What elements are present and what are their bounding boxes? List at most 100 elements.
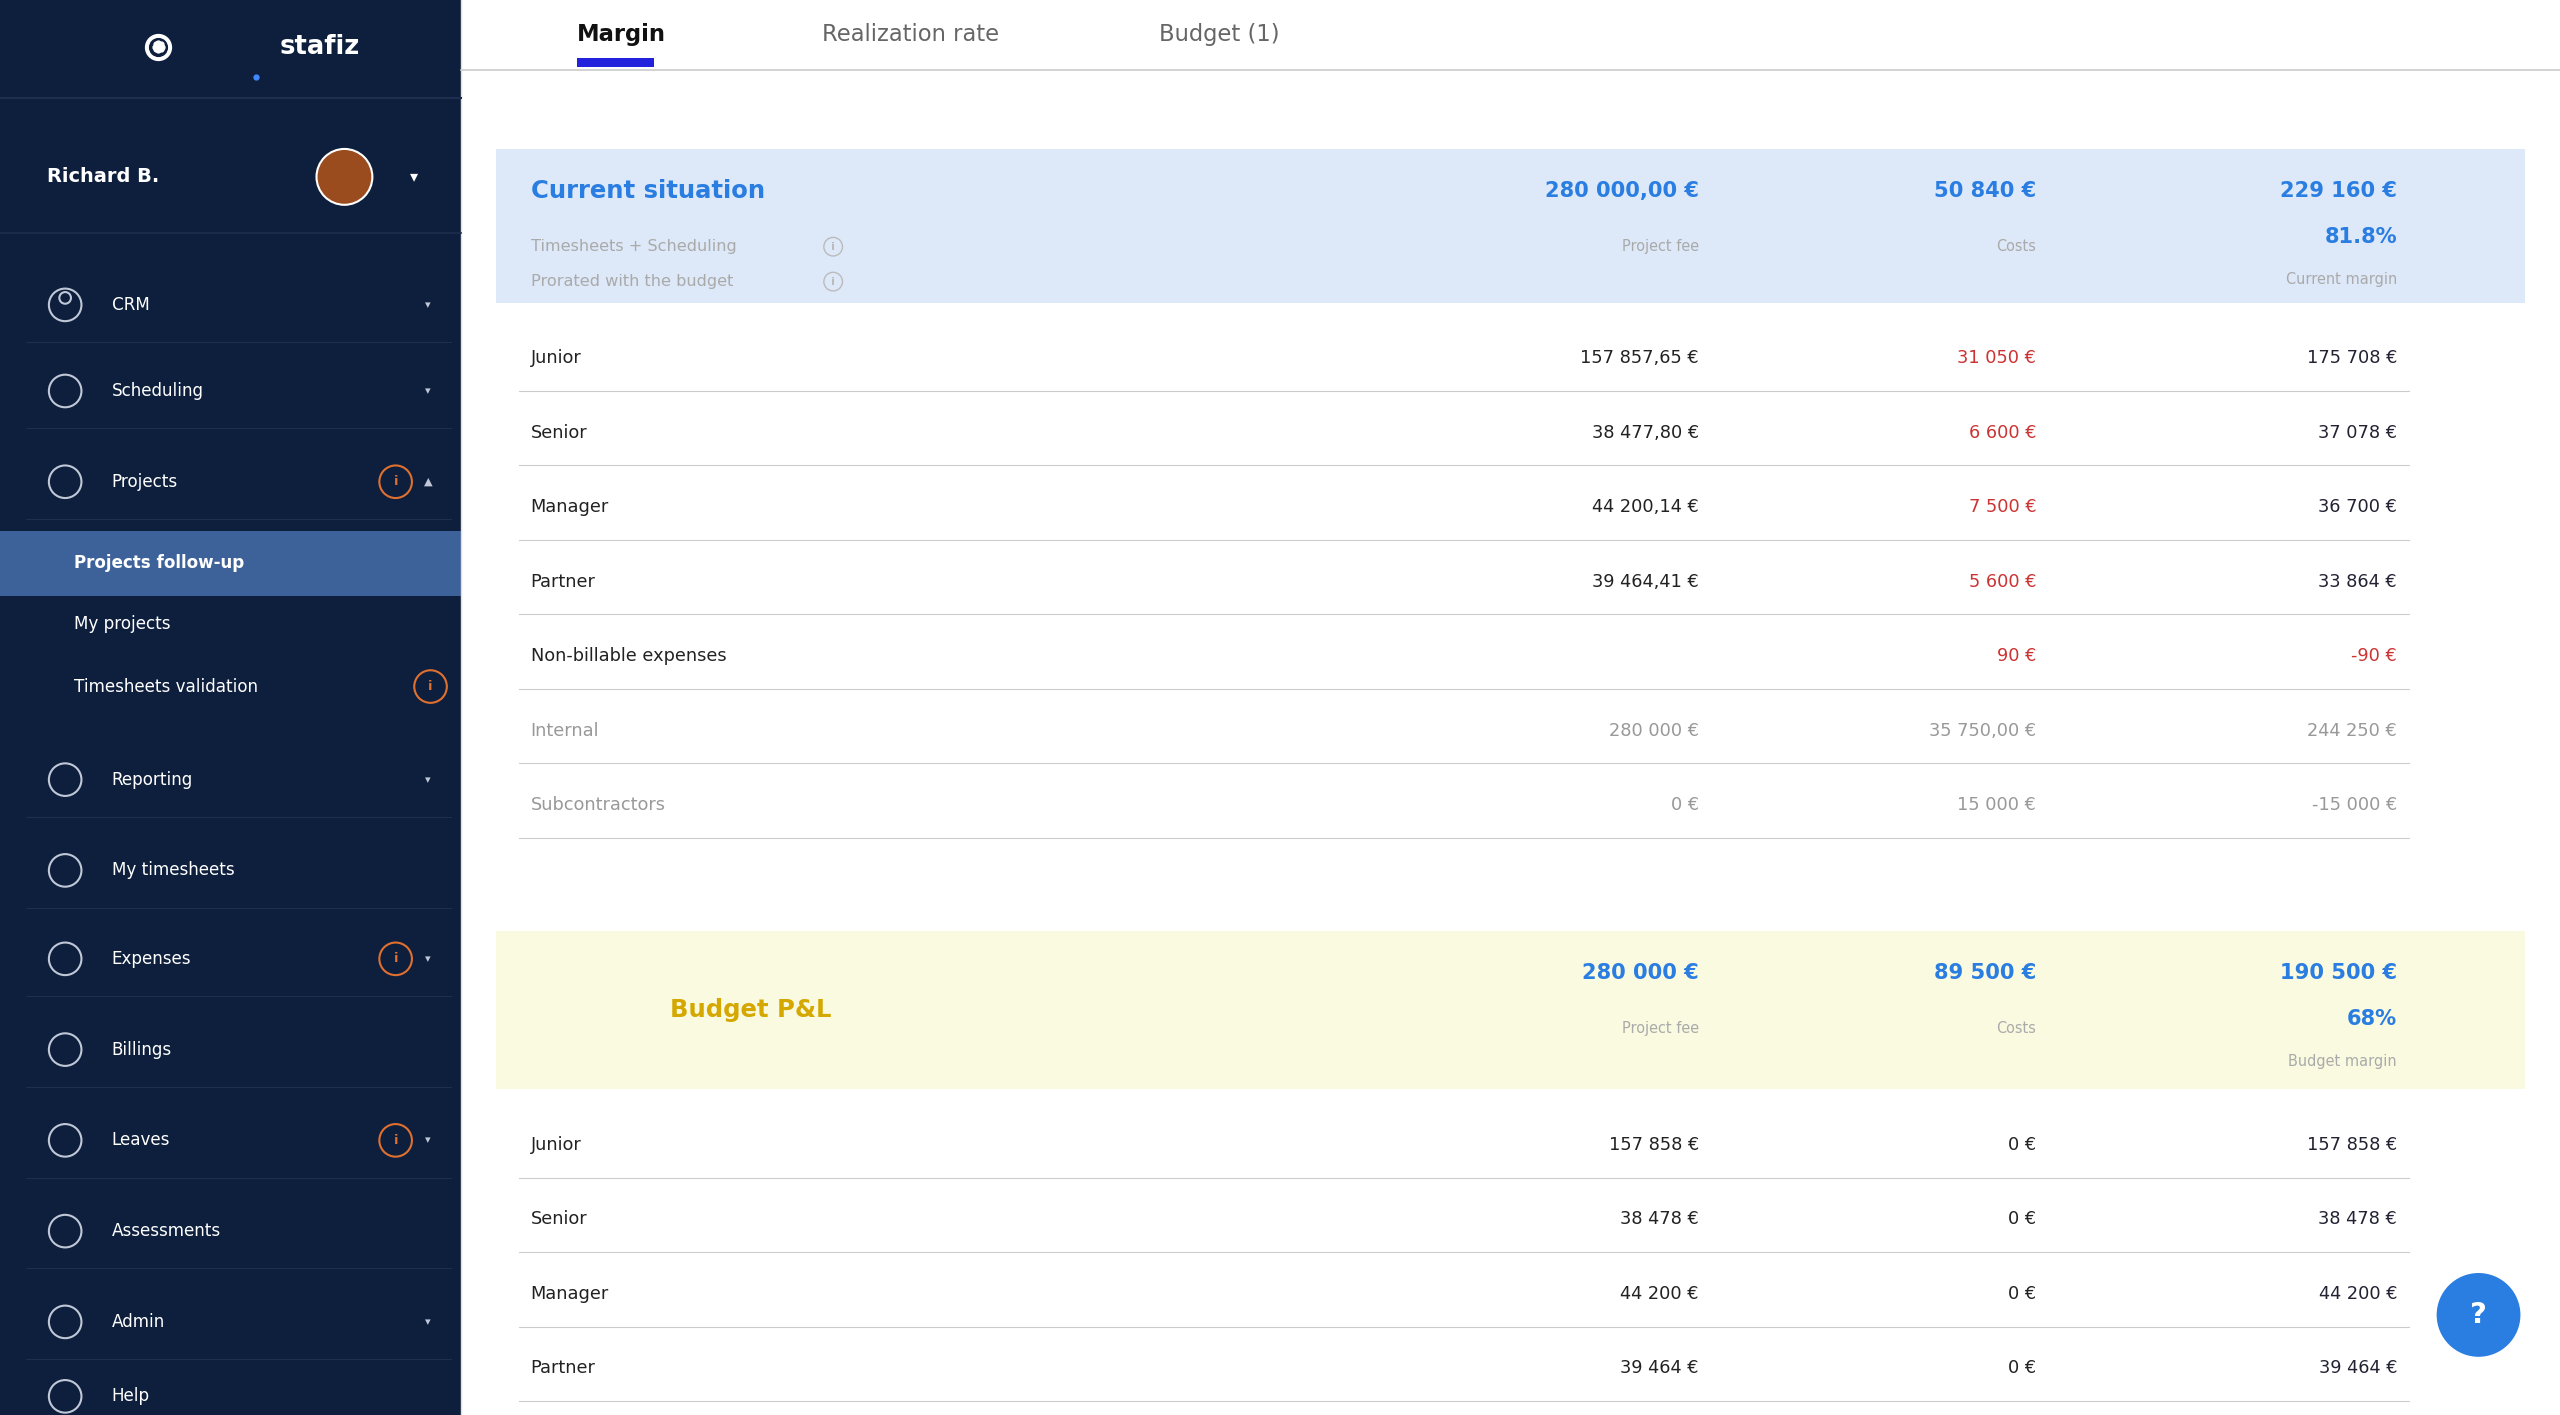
Text: 280 000 €: 280 000 €	[1582, 962, 1700, 983]
Text: 39 464,41 €: 39 464,41 €	[1592, 573, 1700, 591]
Text: ▲: ▲	[425, 477, 433, 487]
Text: 0 €: 0 €	[2007, 1210, 2035, 1228]
Bar	[0, 0, 461, 1415]
Text: Senior: Senior	[530, 424, 586, 441]
Text: Budget P&L: Budget P&L	[671, 998, 832, 1022]
Text: Current margin: Current margin	[2286, 272, 2396, 287]
Text: 39 464 €: 39 464 €	[1620, 1360, 1700, 1377]
Text: i: i	[832, 276, 835, 287]
Text: i: i	[832, 242, 835, 252]
Text: 33 864 €: 33 864 €	[2319, 573, 2396, 591]
Text: Project fee: Project fee	[1623, 1022, 1700, 1036]
Text: 15 000 €: 15 000 €	[1958, 797, 2035, 814]
Text: Margin: Margin	[576, 24, 666, 47]
Text: Junior: Junior	[530, 350, 581, 368]
Text: 157 858 €: 157 858 €	[1608, 1136, 1700, 1155]
Text: 280 000 €: 280 000 €	[1608, 722, 1700, 740]
Text: Partner: Partner	[530, 573, 596, 591]
Text: 0 €: 0 €	[2007, 1136, 2035, 1155]
Text: Non-billable expenses: Non-billable expenses	[530, 647, 727, 665]
Text: i: i	[428, 681, 433, 693]
Text: 6 600 €: 6 600 €	[1969, 424, 2035, 441]
Text: i: i	[394, 1133, 397, 1148]
Text: 244 250 €: 244 250 €	[2307, 722, 2396, 740]
Text: Prorated with the budget: Prorated with the budget	[530, 275, 732, 289]
Text: Reporting: Reporting	[113, 771, 192, 788]
Text: 157 858 €: 157 858 €	[2307, 1136, 2396, 1155]
Text: 68%: 68%	[2348, 1009, 2396, 1029]
Text: Assessments: Assessments	[113, 1223, 220, 1240]
Text: 44 200 €: 44 200 €	[2319, 1285, 2396, 1303]
Text: 157 857,65 €: 157 857,65 €	[1580, 350, 1700, 368]
Text: Junior: Junior	[530, 1136, 581, 1155]
Text: My projects: My projects	[74, 614, 172, 633]
Text: 38 477,80 €: 38 477,80 €	[1592, 424, 1700, 441]
Text: -90 €: -90 €	[2350, 647, 2396, 665]
Text: 39 464 €: 39 464 €	[2319, 1360, 2396, 1377]
Text: ▾: ▾	[410, 170, 417, 184]
Text: 0 €: 0 €	[2007, 1285, 2035, 1303]
Text: 81.8%: 81.8%	[2324, 228, 2396, 248]
Text: 229 160 €: 229 160 €	[2281, 181, 2396, 201]
Text: Projects: Projects	[113, 473, 177, 491]
Text: Current situation: Current situation	[530, 178, 765, 202]
Text: ▾: ▾	[425, 1135, 430, 1145]
Text: Manager: Manager	[530, 1285, 609, 1303]
Text: Manager: Manager	[530, 498, 609, 516]
Text: 50 840 €: 50 840 €	[1935, 181, 2035, 201]
Text: 35 750,00 €: 35 750,00 €	[1930, 722, 2035, 740]
Text: Help: Help	[113, 1387, 151, 1405]
Text: Leaves: Leaves	[113, 1132, 169, 1149]
Text: Senior: Senior	[530, 1210, 586, 1228]
Text: 90 €: 90 €	[1997, 647, 2035, 665]
Text: 175 708 €: 175 708 €	[2307, 350, 2396, 368]
Circle shape	[2437, 1274, 2522, 1357]
Text: Budget margin: Budget margin	[2289, 1054, 2396, 1068]
Text: Projects follow-up: Projects follow-up	[74, 555, 246, 572]
Text: -15 000 €: -15 000 €	[2312, 797, 2396, 814]
Text: Costs: Costs	[1997, 239, 2035, 255]
Text: 38 478 €: 38 478 €	[1620, 1210, 1700, 1228]
Text: stafiz: stafiz	[279, 34, 358, 59]
Text: Subcontractors: Subcontractors	[530, 797, 666, 814]
Text: Timesheets + Scheduling: Timesheets + Scheduling	[530, 239, 737, 255]
Text: 44 200,14 €: 44 200,14 €	[1592, 498, 1700, 516]
Text: ?: ?	[2470, 1300, 2486, 1329]
Text: i: i	[394, 475, 397, 488]
Text: Billings: Billings	[113, 1040, 172, 1058]
Text: Project fee: Project fee	[1623, 239, 1700, 255]
Text: 37 078 €: 37 078 €	[2319, 424, 2396, 441]
Text: ▾: ▾	[425, 954, 430, 964]
Text: Admin: Admin	[113, 1313, 164, 1332]
Text: Timesheets validation: Timesheets validation	[74, 678, 259, 696]
Text: 44 200 €: 44 200 €	[1620, 1285, 1700, 1303]
Text: My timesheets: My timesheets	[113, 862, 236, 879]
Text: 5 600 €: 5 600 €	[1969, 573, 2035, 591]
Text: 31 050 €: 31 050 €	[1958, 350, 2035, 368]
Bar	[0, 0, 461, 93]
Text: CRM: CRM	[113, 296, 148, 314]
Text: ▾: ▾	[425, 1317, 430, 1327]
Text: 38 478 €: 38 478 €	[2319, 1210, 2396, 1228]
Text: ▾: ▾	[425, 386, 430, 396]
Text: 0 €: 0 €	[2007, 1360, 2035, 1377]
Text: 89 500 €: 89 500 €	[1933, 962, 2035, 983]
Bar	[0, 531, 461, 596]
Text: 280 000,00 €: 280 000,00 €	[1544, 181, 1700, 201]
Text: ▾: ▾	[425, 774, 430, 785]
Text: i: i	[394, 952, 397, 965]
Text: Richard B.: Richard B.	[46, 167, 159, 187]
Text: 0 €: 0 €	[1672, 797, 1700, 814]
Text: Partner: Partner	[530, 1360, 596, 1377]
Text: Budget (1): Budget (1)	[1160, 24, 1280, 47]
Text: Scheduling: Scheduling	[113, 382, 205, 400]
Circle shape	[317, 149, 371, 205]
Bar	[497, 931, 2524, 1090]
Bar	[576, 58, 653, 68]
Text: 190 500 €: 190 500 €	[2281, 962, 2396, 983]
Text: 7 500 €: 7 500 €	[1969, 498, 2035, 516]
Text: Expenses: Expenses	[113, 949, 192, 968]
Text: Internal: Internal	[530, 722, 599, 740]
Text: 36 700 €: 36 700 €	[2319, 498, 2396, 516]
Text: Costs: Costs	[1997, 1022, 2035, 1036]
